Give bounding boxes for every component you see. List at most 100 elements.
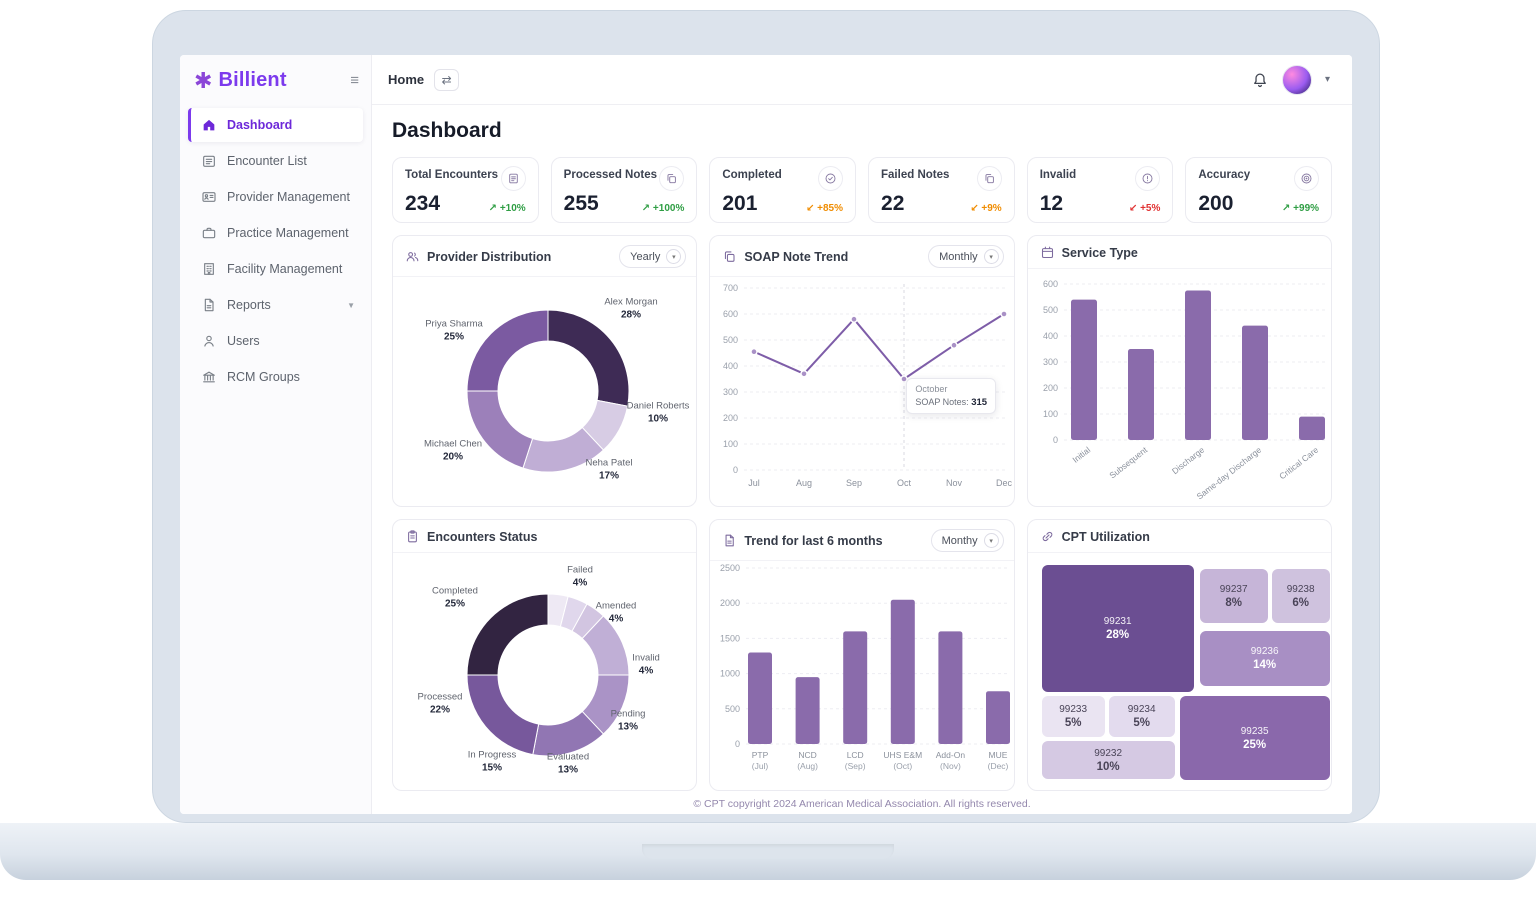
- donut-label-alex-morgan: Alex Morgan 28%: [604, 296, 658, 321]
- svg-text:Nov: Nov: [946, 478, 963, 488]
- donut-label-failed: Failed 4%: [567, 564, 593, 589]
- svg-text:(Aug): (Aug): [798, 761, 819, 771]
- sidebar-item-facility-management[interactable]: Facility Management: [188, 252, 363, 286]
- notes-icon: [722, 249, 737, 264]
- bar-initial[interactable]: [1070, 299, 1097, 440]
- donut-label-invalid: Invalid 4%: [632, 652, 660, 677]
- chevron-down-icon: ▾: [666, 249, 682, 264]
- svg-text:Dec: Dec: [996, 478, 1013, 488]
- chevron-down-icon: ▾: [983, 533, 999, 548]
- bar-same-day-discharge[interactable]: [1241, 325, 1268, 440]
- bar-discharge[interactable]: [1184, 290, 1211, 441]
- donut-segment-processed[interactable]: [466, 674, 540, 756]
- data-point-jul[interactable]: [750, 347, 759, 356]
- svg-text:Initial: Initial: [1070, 445, 1092, 465]
- panel-title: Service Type: [1061, 245, 1138, 260]
- sidebar-item-provider-management[interactable]: Provider Management: [188, 180, 363, 214]
- panel-title: Encounters Status: [427, 529, 538, 544]
- donut-segment-completed[interactable]: [466, 593, 549, 676]
- main-area: Home ⇄ ▾ Dashboard Total Encounters 234 …: [372, 55, 1352, 814]
- sidebar-item-reports[interactable]: Reports ▼: [188, 288, 363, 322]
- svg-text:(Jul): (Jul): [752, 761, 769, 771]
- check-icon: [818, 166, 844, 191]
- donut-label-priya-sharma: Priya Sharma 25%: [425, 318, 483, 343]
- svg-text:Jul: Jul: [749, 478, 761, 488]
- treemap-block-99235[interactable]: 99235 25%: [1179, 696, 1330, 780]
- svg-text:400: 400: [723, 361, 738, 371]
- svg-text:Critical Care: Critical Care: [1277, 445, 1320, 482]
- chevron-down-icon: ▼: [347, 300, 355, 310]
- svg-text:(Sep): (Sep): [845, 761, 866, 771]
- bar-subsequent[interactable]: [1127, 349, 1154, 440]
- six-month-trend-filter[interactable]: Monthy ▾: [930, 529, 1004, 552]
- sidebar-item-label: Provider Management: [227, 190, 350, 204]
- bar-add-on[interactable]: [938, 631, 963, 744]
- svg-text:(Nov): (Nov): [940, 761, 961, 771]
- sidebar-item-label: Practice Management: [227, 226, 349, 240]
- donut-label-amended: Amended 4%: [595, 600, 637, 625]
- idcard-icon: [201, 189, 217, 205]
- sidebar-item-practice-management[interactable]: Practice Management: [188, 216, 363, 250]
- breadcrumb[interactable]: Home: [388, 72, 425, 87]
- panel-encounters-status: Encounters Status Failed 4% Amended 4% Inv…: [392, 519, 698, 791]
- calendar-icon: [1040, 245, 1055, 260]
- treemap-block-99238[interactable]: 99238 6%: [1271, 569, 1330, 623]
- svg-text:Oct: Oct: [897, 478, 912, 488]
- chevron-down-icon[interactable]: ▾: [1324, 74, 1330, 85]
- link-icon: [1040, 529, 1055, 544]
- bell-icon[interactable]: [1251, 71, 1269, 89]
- bar-critical-care[interactable]: [1298, 416, 1325, 440]
- bar-ncd[interactable]: [795, 677, 820, 744]
- sidebar-item-label: Encounter List: [227, 154, 307, 168]
- sidebar-item-rcm-groups[interactable]: RCM Groups: [188, 360, 363, 394]
- sidebar-item-encounter-list[interactable]: Encounter List: [188, 144, 363, 178]
- sidebar-item-users[interactable]: Users: [188, 324, 363, 358]
- list-icon: [201, 153, 217, 169]
- sidebar-item-dashboard[interactable]: Dashboard: [188, 108, 363, 142]
- svg-text:LCD: LCD: [847, 750, 864, 760]
- treemap-block-99234[interactable]: 99234 5%: [1108, 696, 1175, 737]
- sidebar-item-label: RCM Groups: [227, 370, 300, 384]
- cpt-utilization-chart: 99231 28% 99237 8% 99238 6% 99236 14% 99233 5…: [1028, 558, 1331, 790]
- treemap-block-99237[interactable]: 99237 8%: [1199, 569, 1268, 623]
- logo-icon: ✱: [194, 67, 213, 93]
- menu-toggle-icon[interactable]: ≡: [350, 72, 359, 89]
- svg-text:500: 500: [723, 335, 738, 345]
- svg-text:700: 700: [723, 283, 738, 293]
- svg-text:Add-On: Add-On: [936, 750, 966, 760]
- soap-note-trend-filter[interactable]: Monthly ▾: [928, 245, 1004, 268]
- cpt-treemap: 99231 28% 99237 8% 99238 6% 99236 14% 99233 5…: [1041, 565, 1330, 780]
- data-point-dec[interactable]: [1000, 310, 1009, 318]
- bar-lcd[interactable]: [843, 631, 868, 744]
- bar-chart: 05001000150020002500PTP(Jul)NCD(Aug)LCD(…: [720, 563, 1011, 771]
- treemap-block-99231[interactable]: 99231 28%: [1041, 565, 1194, 692]
- stat-card-processed-notes: Processed Notes 255 ↗ +100%: [550, 157, 698, 223]
- data-point-sep[interactable]: [850, 315, 859, 323]
- data-point-aug[interactable]: [800, 370, 809, 378]
- treemap-block-99232[interactable]: 99232 10%: [1041, 741, 1175, 779]
- treemap-block-99233[interactable]: 99233 5%: [1041, 696, 1105, 737]
- chart-tooltip: October SOAP Notes: 315: [906, 378, 997, 414]
- svg-text:500: 500: [725, 704, 740, 714]
- sidebar-item-label: Users: [227, 334, 260, 348]
- svg-text:300: 300: [1043, 357, 1058, 367]
- panel-header: CPT Utilization: [1027, 520, 1331, 553]
- bank-icon: [201, 369, 217, 385]
- filter-value: Yearly: [630, 250, 661, 263]
- donut-segment-priya-sharma[interactable]: [466, 309, 549, 392]
- app-window: ✱ Billient ≡ Dashboard Encounter List Pr…: [180, 55, 1352, 814]
- swap-icon[interactable]: ⇄: [434, 68, 460, 91]
- data-point-nov[interactable]: [950, 341, 959, 349]
- treemap-block-99236[interactable]: 99236 14%: [1199, 631, 1330, 686]
- donut-segment-alex-morgan[interactable]: [547, 309, 630, 407]
- report-icon: [201, 297, 217, 313]
- bar-mue[interactable]: [986, 691, 1011, 744]
- donut-label-processed: Processed 22%: [417, 691, 463, 716]
- bar-uhs-e-m[interactable]: [891, 599, 916, 744]
- bar-chart: 0 100 200 300 400 500 600 Initial Subsequent Disc…: [1043, 279, 1326, 501]
- svg-text:100: 100: [723, 439, 738, 449]
- bar-ptp[interactable]: [748, 652, 773, 745]
- provider-distribution-filter[interactable]: Yearly ▾: [619, 245, 687, 268]
- avatar[interactable]: [1281, 64, 1312, 95]
- panel-title: Trend for last 6 months: [744, 533, 883, 548]
